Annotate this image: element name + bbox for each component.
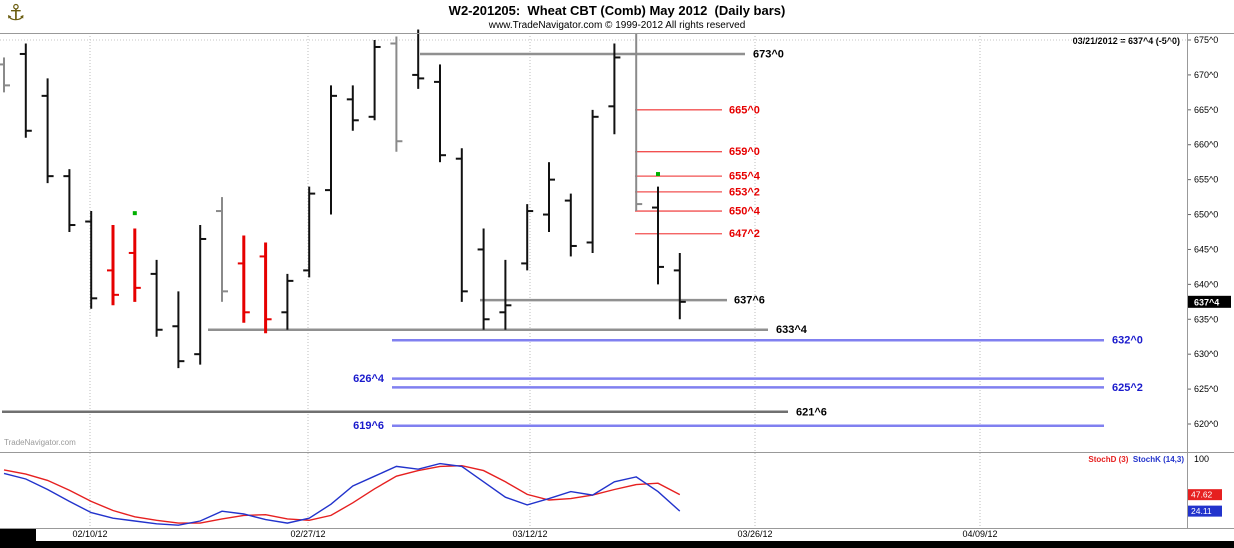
date-axis-label: 02/10/12 (72, 529, 107, 539)
price-level-label: 619^6 (353, 420, 384, 432)
price-axis-label: 640^0 (1194, 279, 1218, 289)
date-axis-label: 03/12/12 (512, 529, 547, 539)
price-level-label: 633^4 (776, 324, 808, 336)
stochd-line (3, 464, 681, 524)
price-axis-label: 630^0 (1194, 349, 1218, 359)
date-axis-label: 04/09/12 (962, 529, 997, 539)
price-axis-label: 645^0 (1194, 244, 1218, 254)
signal-dot-icon (132, 211, 137, 216)
price-level-label: 673^0 (753, 48, 784, 60)
price-level-label: 655^4 (729, 171, 761, 183)
price-axis-label: 675^0 (1194, 35, 1218, 45)
price-axis-label: 635^0 (1194, 314, 1218, 324)
price-level-label: 625^2 (1112, 382, 1143, 394)
watermark-text: TradeNavigator.com (4, 438, 76, 447)
stochk-value-label: 24.11 (1191, 506, 1212, 516)
last-quote-readout: 03/21/2012 = 637^4 (-5^0) (1072, 36, 1180, 46)
stochk-value-badge (1188, 505, 1222, 517)
stochk-legend-label: StochK (14,3) (1132, 455, 1184, 464)
price-axis-label: 665^0 (1194, 105, 1218, 115)
price-level-label: 665^0 (729, 104, 760, 116)
chart-title: W2-201205: Wheat CBT (Comb) May 2012 (Da… (448, 3, 786, 18)
price-level-label: 626^4 (353, 373, 385, 385)
price-level-label: 647^2 (729, 228, 760, 240)
tradenavigator-anchor-icon: ⚓ (6, 1, 26, 26)
last-price-badge-label: 637^4 (1194, 297, 1219, 307)
price-level-label: 650^4 (729, 206, 761, 218)
stochastic-legend: StochD (3) StochK (14,3) (1088, 455, 1184, 464)
stochd-legend-label: StochD (3) (1088, 455, 1129, 464)
price-axis-label: 620^0 (1194, 419, 1218, 429)
price-axis-label: 655^0 (1194, 175, 1218, 185)
stochk-line (3, 462, 681, 526)
price-axis-label: 660^0 (1194, 140, 1218, 150)
stochd-value-badge (1188, 489, 1222, 501)
price-axis-label: 670^0 (1194, 70, 1218, 80)
bottom-edge-bar (0, 541, 1234, 548)
signal-dot-icon (656, 172, 660, 177)
copyright-line: www.TradeNavigator.com © 1999-2012 All r… (488, 20, 746, 31)
price-level-label: 632^0 (1112, 335, 1143, 347)
stoch-axis-max-label: 100 (1194, 454, 1209, 464)
price-level-label: 659^0 (729, 146, 760, 158)
date-axis-label: 02/27/12 (290, 529, 325, 539)
price-axis-label: 650^0 (1194, 210, 1218, 220)
stochd-value-label: 47.62 (1191, 490, 1213, 500)
price-axis-label: 625^0 (1194, 384, 1218, 394)
date-axis-label: 03/26/12 (737, 529, 772, 539)
last-price-badge (1188, 295, 1231, 308)
price-level-label: 621^6 (796, 406, 827, 418)
price-level-label: 637^6 (734, 295, 765, 307)
price-level-label: 653^2 (729, 186, 760, 198)
